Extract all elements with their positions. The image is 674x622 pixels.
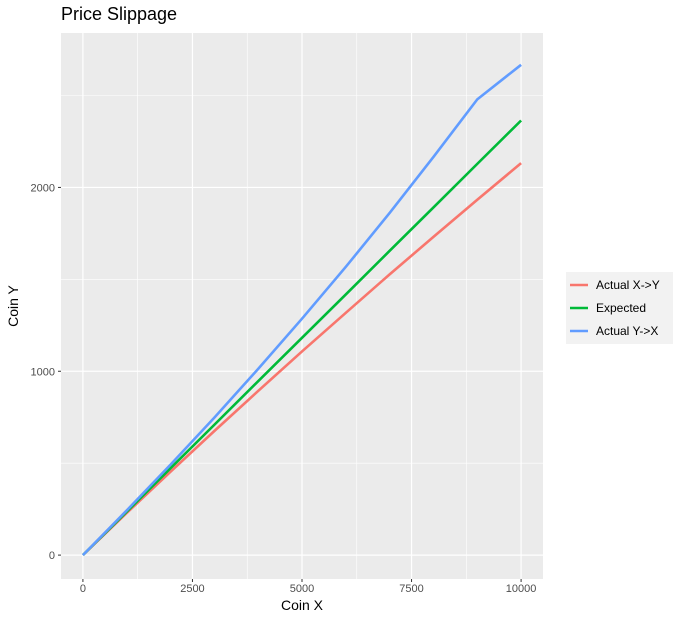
- x-tick-label: 0: [80, 583, 86, 595]
- x-tick-label: 5000: [290, 583, 314, 595]
- series-line: [81, 63, 522, 557]
- y-tick-label: 0: [49, 550, 55, 562]
- x-tick-label: 10000: [506, 583, 537, 595]
- series-lines: [81, 63, 523, 557]
- y-axis-ticks: 0 1000 2000: [31, 182, 61, 562]
- legend-label: Expected: [596, 301, 646, 315]
- x-tick-label: 2500: [180, 583, 204, 595]
- y-tick-label: 1000: [31, 366, 55, 378]
- grid-major: [61, 33, 543, 579]
- series-line: [82, 162, 522, 557]
- x-tick-label: 7500: [399, 583, 423, 595]
- legend: Actual X->Y Expected Actual Y->X: [566, 272, 673, 344]
- y-axis-title: Coin Y: [5, 284, 21, 326]
- x-axis-ticks: 0 2500 5000 7500 10000: [80, 579, 537, 595]
- legend-label: Actual Y->X: [596, 324, 658, 338]
- legend-label: Actual X->Y: [596, 278, 660, 292]
- series-line: [81, 119, 523, 557]
- x-axis-title: Coin X: [281, 597, 324, 613]
- chart-title: Price Slippage: [61, 4, 177, 24]
- y-tick-label: 2000: [31, 182, 55, 194]
